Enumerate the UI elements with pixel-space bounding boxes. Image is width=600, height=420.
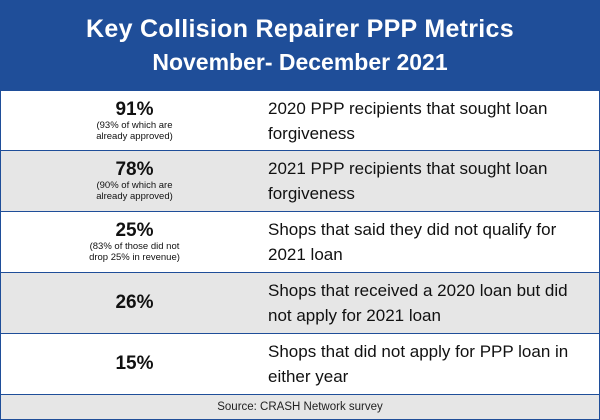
stat-description: Shops that did not apply for PPP loan in… (268, 342, 569, 386)
stat-value: 15% (115, 353, 154, 374)
stat-value: 26% (115, 292, 154, 313)
stat-note: (83% of those did not drop 25% in revenu… (89, 241, 180, 263)
stat-description: 2020 PPP recipients that sought loan for… (268, 98, 548, 143)
chart-title: Key Collision Repairer PPP Metrics (86, 15, 514, 43)
stat-value: 78% (115, 159, 154, 180)
table-row: 15% Shops that did not apply for PPP loa… (1, 333, 599, 394)
stat-description: Shops that said they did not qualify for… (268, 220, 557, 264)
stat-cell: 15% (1, 334, 268, 394)
chart-subtitle: November- December 2021 (152, 49, 448, 75)
stat-note: (90% of which are already approved) (96, 180, 173, 202)
stat-description: Shops that received a 2020 loan but did … (268, 281, 568, 325)
stat-value: 91% (115, 98, 154, 120)
stat-cell: 26% (1, 273, 268, 333)
stat-cell: 78% (90% of which are already approved) (1, 151, 268, 211)
table-row: 91% (93% of which are already approved) … (1, 89, 599, 150)
header-banner: Key Collision Repairer PPP Metrics Novem… (1, 1, 599, 89)
stat-description: 2021 PPP recipients that sought loan for… (268, 159, 548, 203)
stat-cell: 91% (93% of which are already approved) (1, 91, 268, 150)
metrics-table: 91% (93% of which are already approved) … (1, 89, 599, 394)
table-row: 26% Shops that received a 2020 loan but … (1, 272, 599, 333)
stat-note: (93% of which are already approved) (96, 119, 173, 142)
source-footer: Source: CRASH Network survey (1, 394, 599, 419)
table-row: 78% (90% of which are already approved) … (1, 150, 599, 211)
stat-cell: 25% (83% of those did not drop 25% in re… (1, 212, 268, 272)
table-row: 25% (83% of those did not drop 25% in re… (1, 211, 599, 272)
stat-value: 25% (115, 220, 154, 241)
